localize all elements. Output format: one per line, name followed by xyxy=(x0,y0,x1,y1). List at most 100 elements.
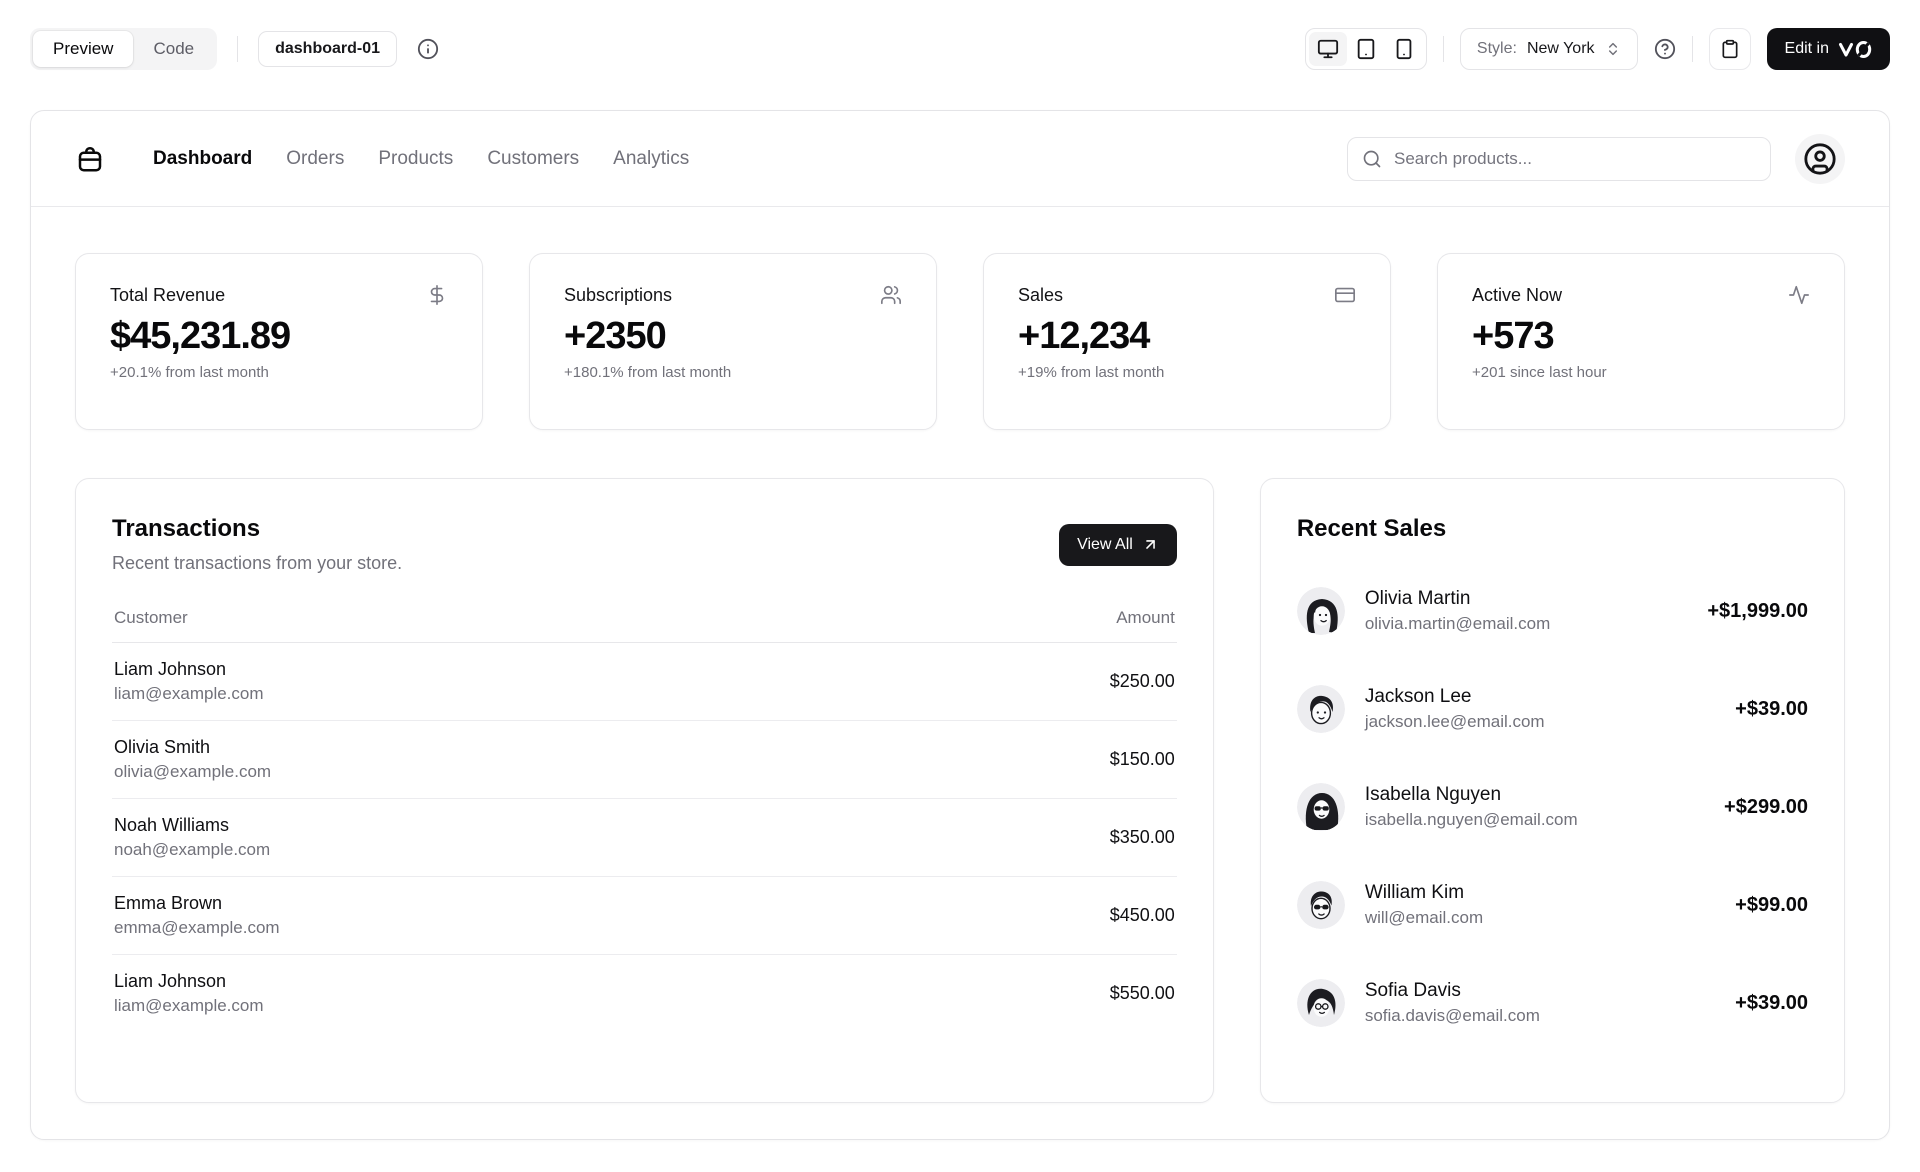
sale-customer-name: Olivia Martin xyxy=(1364,588,1471,609)
nav-link-analytics[interactable]: Analytics xyxy=(613,147,690,169)
help-button[interactable] xyxy=(1654,38,1676,60)
sale-customer-email: will@email.com xyxy=(1364,908,1484,927)
copy-code-button[interactable] xyxy=(1708,28,1751,70)
device-desktop-button[interactable] xyxy=(1308,32,1347,66)
preview-code-toggle: Preview Code xyxy=(30,28,218,70)
activity-icon xyxy=(1788,284,1810,306)
stat-title: Sales xyxy=(1018,284,1064,305)
clipboard-icon xyxy=(1720,39,1740,59)
recent-sales-title: Recent Sales xyxy=(1296,515,1447,542)
stat-change: +180.1% from last month xyxy=(564,364,732,381)
transaction-amount: $350.00 xyxy=(868,798,1177,877)
stat-value: $45,231.89 xyxy=(110,315,291,357)
stat-card-total-revenue: Total Revenue $45,231.89 +20.1% from las… xyxy=(75,253,483,430)
style-select-value: New York xyxy=(1526,40,1595,57)
toolbar-divider xyxy=(237,36,239,62)
stat-title: Subscriptions xyxy=(564,284,673,305)
style-select-label: Style: xyxy=(1476,40,1517,57)
device-tablet-button[interactable] xyxy=(1347,32,1385,66)
toolbar-divider xyxy=(1442,36,1444,62)
search-box xyxy=(1347,136,1771,181)
avatar xyxy=(1296,979,1345,1027)
nav-link-dashboard[interactable]: Dashboard xyxy=(153,147,253,169)
avatar xyxy=(1296,685,1345,733)
device-mobile-button[interactable] xyxy=(1385,32,1423,66)
toolbar-divider xyxy=(1691,36,1693,62)
search-icon xyxy=(1362,149,1382,169)
table-header-row: Customer Amount xyxy=(112,608,1177,643)
list-item: Isabella Nguyen isabella.nguyen@email.co… xyxy=(1296,783,1808,831)
info-button[interactable] xyxy=(417,38,439,60)
list-item: Olivia Martin olivia.martin@email.com +$… xyxy=(1296,587,1808,635)
avatar xyxy=(1296,783,1345,831)
arrow-up-right-icon xyxy=(1142,536,1159,553)
transaction-amount: $250.00 xyxy=(868,642,1177,721)
shopping-bag-icon xyxy=(75,144,105,174)
customer-email: emma@example.com xyxy=(114,918,280,937)
main-content-row: Transactions Recent transactions from yo… xyxy=(31,430,1889,1103)
stat-value: +573 xyxy=(1472,315,1555,357)
table-row: Liam Johnson liam@example.com $250.00 xyxy=(112,642,1177,721)
tablet-icon xyxy=(1355,38,1377,60)
tab-preview[interactable]: Preview xyxy=(33,31,134,67)
list-item: Jackson Lee jackson.lee@email.com +$39.0… xyxy=(1296,685,1808,733)
transactions-description: Recent transactions from your store. xyxy=(112,553,403,573)
credit-card-icon xyxy=(1334,284,1356,306)
view-all-button[interactable]: View All xyxy=(1059,523,1177,566)
sale-amount: +$39.00 xyxy=(1735,991,1808,1014)
customer-name: Liam Johnson xyxy=(114,971,227,991)
table-row: Noah Williams noah@example.com $350.00 xyxy=(112,798,1177,877)
transaction-amount: $450.00 xyxy=(868,876,1177,955)
help-icon xyxy=(1654,38,1676,60)
sale-customer-email: jackson.lee@email.com xyxy=(1364,712,1545,731)
transactions-title: Transactions xyxy=(112,515,261,542)
customer-name: Olivia Smith xyxy=(114,737,211,757)
customer-email: olivia@example.com xyxy=(114,762,272,781)
list-item: William Kim will@email.com +$99.00 xyxy=(1296,881,1808,929)
view-all-label: View All xyxy=(1077,535,1133,553)
nav-link-customers[interactable]: Customers xyxy=(487,147,580,169)
nav-link-orders[interactable]: Orders xyxy=(286,147,345,169)
sale-customer-email: olivia.martin@email.com xyxy=(1364,614,1551,633)
store-header: Dashboard Orders Products Customers Anal… xyxy=(31,111,1889,207)
stat-card-sales: Sales +12,234 +19% from last month xyxy=(983,253,1391,430)
edit-in-v0-label: Edit in xyxy=(1784,40,1829,57)
avatar xyxy=(1296,587,1345,635)
smartphone-icon xyxy=(1393,38,1415,60)
main-nav: Dashboard Orders Products Customers Anal… xyxy=(153,148,689,170)
circle-user-icon xyxy=(1803,142,1837,176)
stats-row: Total Revenue $45,231.89 +20.1% from las… xyxy=(31,207,1889,430)
table-row: Liam Johnson liam@example.com $550.00 xyxy=(112,955,1177,1033)
stat-card-subscriptions: Subscriptions +2350 +180.1% from last mo… xyxy=(529,253,937,430)
customer-email: liam@example.com xyxy=(114,996,264,1015)
search-input[interactable] xyxy=(1394,148,1756,169)
tab-code[interactable]: Code xyxy=(133,31,214,67)
stat-change: +201 since last hour xyxy=(1472,364,1607,381)
sale-customer-name: Isabella Nguyen xyxy=(1364,784,1502,805)
chevrons-up-down-icon xyxy=(1605,41,1621,57)
avatar xyxy=(1296,881,1345,929)
stat-value: +12,234 xyxy=(1018,315,1150,357)
style-select[interactable]: Style: New York xyxy=(1459,28,1638,70)
list-item: Sofia Davis sofia.davis@email.com +$39.0… xyxy=(1296,979,1808,1027)
transactions-card: Transactions Recent transactions from yo… xyxy=(75,478,1214,1103)
sale-customer-email: isabella.nguyen@email.com xyxy=(1364,810,1578,829)
sale-customer-name: Sofia Davis xyxy=(1364,980,1461,1001)
edit-in-v0-button[interactable]: Edit in xyxy=(1766,28,1890,70)
table-row: Olivia Smith olivia@example.com $150.00 xyxy=(112,720,1177,799)
toolbar-left-group: Preview Code dashboard-01 xyxy=(30,28,439,70)
column-header-amount: Amount xyxy=(868,608,1177,643)
transaction-amount: $550.00 xyxy=(1109,983,1175,1003)
info-icon xyxy=(417,38,439,60)
stat-change: +19% from last month xyxy=(1018,364,1165,381)
sale-customer-name: William Kim xyxy=(1364,882,1465,903)
stat-title: Active Now xyxy=(1472,284,1563,305)
device-size-toggle xyxy=(1304,28,1427,70)
users-icon xyxy=(880,284,902,306)
sale-customer-name: Jackson Lee xyxy=(1364,686,1472,707)
account-menu-button[interactable] xyxy=(1795,133,1845,184)
stat-title: Total Revenue xyxy=(110,284,226,305)
stat-change: +20.1% from last month xyxy=(110,364,269,381)
customer-name: Noah Williams xyxy=(114,815,230,835)
nav-link-products[interactable]: Products xyxy=(378,147,454,169)
